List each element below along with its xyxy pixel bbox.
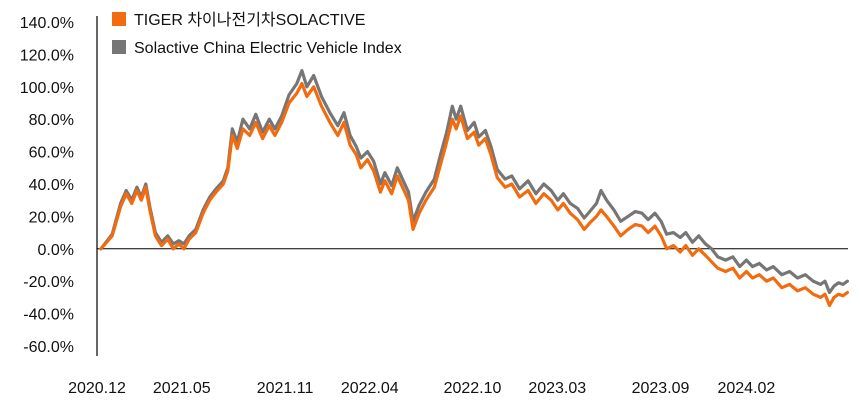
y-tick-label: -60.0% xyxy=(23,339,74,356)
y-tick-label: 60.0% xyxy=(29,145,74,162)
y-tick-label: 100.0% xyxy=(20,80,74,97)
x-tick-label: 2024.02 xyxy=(717,380,775,397)
x-tick-label: 2021.11 xyxy=(257,380,314,397)
y-tick-label: 120.0% xyxy=(20,47,74,64)
y-axis-tick-labels: -60.0% -40.0% -20.0% 0.0% 20.0% 40.0% 60.0% 80.… xyxy=(20,15,74,356)
x-tick-label: 2020.12 xyxy=(68,380,126,397)
y-tick-label: 140.0% xyxy=(20,15,74,32)
y-tick-label: 20.0% xyxy=(29,209,74,226)
legend-label: Solactive China Electric Vehicle Index xyxy=(134,40,402,57)
y-tick-label: 40.0% xyxy=(29,177,74,194)
y-tick-label: -20.0% xyxy=(23,274,74,291)
x-tick-label: 2022.04 xyxy=(341,380,399,397)
x-tick-label: 2023.09 xyxy=(632,380,690,397)
series-lines xyxy=(99,69,849,308)
legend-swatch xyxy=(112,40,126,54)
legend-label: TIGER 차이나전기차SOLACTIVE xyxy=(134,11,365,29)
legend: TIGER 차이나전기차SOLACTIVE Solactive China Ele… xyxy=(112,11,402,57)
x-tick-label: 2021.05 xyxy=(153,380,211,397)
y-tick-label: 80.0% xyxy=(29,112,74,129)
series-line xyxy=(99,82,849,308)
series-line xyxy=(99,69,849,295)
y-tick-label: 0.0% xyxy=(38,242,74,259)
y-tick-label: -40.0% xyxy=(23,307,74,324)
x-tick-label: 2023.03 xyxy=(528,380,586,397)
legend-swatch xyxy=(112,12,126,26)
x-tick-label: 2022.10 xyxy=(444,380,502,397)
x-axis-tick-labels: 2020.12 2021.05 2021.11 2022.04 2022.10 2023.… xyxy=(68,380,775,397)
